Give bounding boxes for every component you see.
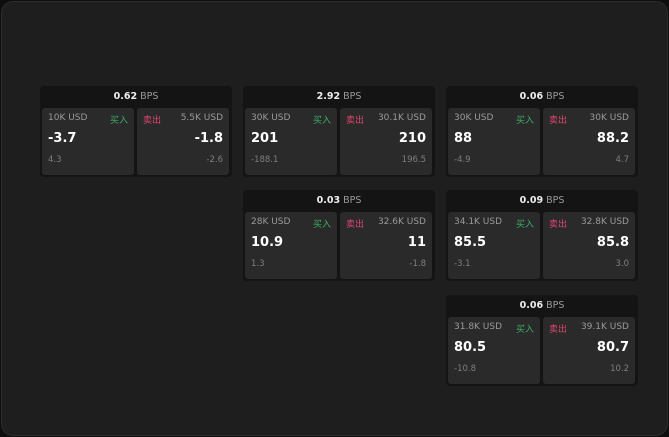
buy-price: 201 <box>251 131 279 146</box>
sell-change: -1.8 <box>409 259 426 269</box>
sell-size: 39.1K USD <box>580 322 629 332</box>
buy-price: 10.9 <box>251 235 284 250</box>
buy-size: 34.1K USD <box>454 217 503 227</box>
buy-button[interactable]: 10K USD 买入 -3.7 4.3 <box>42 108 134 175</box>
buy-size: 28K USD <box>251 217 291 227</box>
buy-button[interactable]: 31.8K USD 买入 80.5 -10.8 <box>448 317 540 384</box>
buy-label: 买入 <box>515 325 534 335</box>
quote-tile: 0.03 BPS 28K USD 买入 10.9 1.3 卖出 32.6K USD … <box>243 190 435 281</box>
sell-button[interactable]: 卖出 39.1K USD 80.7 10.2 <box>543 317 635 384</box>
sell-change: -2.6 <box>206 155 223 165</box>
spread-header: 0.62 BPS <box>40 86 232 107</box>
buy-label: 买入 <box>515 220 534 230</box>
sell-label: 卖出 <box>143 116 162 126</box>
buy-button[interactable]: 28K USD 买入 10.9 1.3 <box>245 212 337 279</box>
buy-label: 买入 <box>312 220 331 230</box>
buy-change: 4.3 <box>48 155 62 165</box>
sell-price: 85.8 <box>596 235 629 250</box>
spread-value: 2.92 <box>316 91 341 102</box>
spread-value: 0.06 <box>519 91 544 102</box>
buy-price: -3.7 <box>48 131 77 146</box>
quote-tile: 2.92 BPS 30K USD 买入 201 -188.1 卖出 30.1K US… <box>243 86 435 177</box>
quote-tile: 0.06 BPS 30K USD 买入 88 -4.9 卖出 30K USD 88.… <box>446 86 638 177</box>
spread-header: 0.06 BPS <box>446 295 638 316</box>
spread-header: 2.92 BPS <box>243 86 435 107</box>
sell-price: -1.8 <box>194 131 223 146</box>
sell-size: 32.6K USD <box>377 217 426 227</box>
spread-unit: BPS <box>546 195 565 206</box>
spread-unit: BPS <box>546 91 565 102</box>
sell-label: 卖出 <box>346 220 365 230</box>
sell-button[interactable]: 卖出 30.1K USD 210 196.5 <box>340 108 432 175</box>
spread-unit: BPS <box>546 300 565 311</box>
buy-size: 30K USD <box>251 113 291 123</box>
sell-button[interactable]: 卖出 32.6K USD 11 -1.8 <box>340 212 432 279</box>
buy-change: -10.8 <box>454 364 476 374</box>
sell-price: 80.7 <box>596 340 629 355</box>
quote-tile: 0.09 BPS 34.1K USD 买入 85.5 -3.1 卖出 32.8K U… <box>446 190 638 281</box>
buy-size: 10K USD <box>48 113 88 123</box>
sell-change: 196.5 <box>401 155 426 165</box>
spread-unit: BPS <box>343 91 362 102</box>
buy-button[interactable]: 30K USD 买入 201 -188.1 <box>245 108 337 175</box>
sell-size: 32.8K USD <box>580 217 629 227</box>
sell-change: 3.0 <box>615 259 629 269</box>
sell-price: 11 <box>407 235 426 250</box>
sell-size: 30K USD <box>589 113 629 123</box>
sell-size: 30.1K USD <box>377 113 426 123</box>
quote-tile: 0.62 BPS 10K USD 买入 -3.7 4.3 卖出 5.5K USD -… <box>40 86 232 177</box>
spread-value: 0.03 <box>316 195 341 206</box>
buy-change: -3.1 <box>454 259 471 269</box>
sell-button[interactable]: 卖出 32.8K USD 85.8 3.0 <box>543 212 635 279</box>
spread-header: 0.09 BPS <box>446 190 638 211</box>
buy-button[interactable]: 30K USD 买入 88 -4.9 <box>448 108 540 175</box>
spread-header: 0.03 BPS <box>243 190 435 211</box>
spread-unit: BPS <box>343 195 362 206</box>
buy-label: 买入 <box>109 116 128 126</box>
buy-change: -4.9 <box>454 155 471 165</box>
buy-price: 80.5 <box>454 340 487 355</box>
spread-value: 0.06 <box>519 300 544 311</box>
buy-price: 85.5 <box>454 235 487 250</box>
quote-tile: 0.06 BPS 31.8K USD 买入 80.5 -10.8 卖出 39.1K … <box>446 295 638 386</box>
spread-unit: BPS <box>140 91 159 102</box>
sell-change: 4.7 <box>615 155 629 165</box>
buy-button[interactable]: 34.1K USD 买入 85.5 -3.1 <box>448 212 540 279</box>
buy-label: 买入 <box>312 116 331 126</box>
sell-price: 88.2 <box>596 131 629 146</box>
sell-change: 10.2 <box>610 364 629 374</box>
sell-label: 卖出 <box>346 116 365 126</box>
spread-value: 0.62 <box>113 91 138 102</box>
spread-value: 0.09 <box>519 195 544 206</box>
sell-label: 卖出 <box>549 220 568 230</box>
buy-size: 31.8K USD <box>454 322 503 332</box>
sell-label: 卖出 <box>549 325 568 335</box>
buy-price: 88 <box>454 131 473 146</box>
buy-size: 30K USD <box>454 113 494 123</box>
sell-button[interactable]: 卖出 30K USD 88.2 4.7 <box>543 108 635 175</box>
sell-button[interactable]: 卖出 5.5K USD -1.8 -2.6 <box>137 108 229 175</box>
buy-label: 买入 <box>515 116 534 126</box>
buy-change: 1.3 <box>251 259 265 269</box>
buy-change: -188.1 <box>251 155 279 165</box>
sell-label: 卖出 <box>549 116 568 126</box>
spread-header: 0.06 BPS <box>446 86 638 107</box>
sell-size: 5.5K USD <box>180 113 223 123</box>
sell-price: 210 <box>398 131 426 146</box>
